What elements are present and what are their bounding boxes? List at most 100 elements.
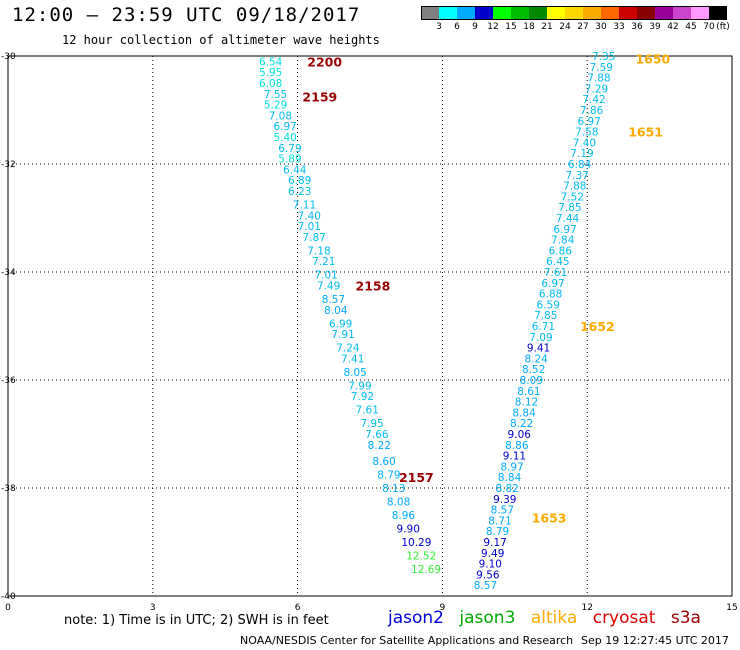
- wave-height-value: 7.21: [312, 256, 335, 268]
- pass-time-label: 1651: [628, 125, 663, 140]
- wave-height-value: 7.99: [348, 380, 371, 392]
- colorbar: [421, 6, 727, 20]
- wave-height-value: 8.52: [522, 364, 545, 376]
- wave-height-value: 7.52: [561, 191, 584, 203]
- legend-note: note: 1) Time is in UTC; 2) SWH is in fe…: [64, 613, 329, 628]
- wave-height-value: 8.82: [495, 483, 518, 495]
- y-tick-label: -32: [1, 160, 16, 170]
- satellite-legend: jason2 jason3 altika cryosat s3a: [388, 608, 711, 628]
- wave-height-value: 8.12: [515, 397, 538, 409]
- chart-title: 12:00 — 23:59 UTC 09/18/2017: [12, 4, 361, 26]
- wave-height-value: 6.45: [546, 256, 569, 268]
- wave-height-value: 7.09: [529, 332, 552, 344]
- colorbar-label: 27: [577, 22, 589, 32]
- colorbar-label: 45: [685, 22, 697, 32]
- wave-height-value: 7.42: [582, 94, 605, 106]
- colorbar-swatch: [511, 6, 529, 20]
- colorbar-swatch: [529, 6, 547, 20]
- sat-legend-s3a: s3a: [670, 608, 701, 628]
- wave-height-value: 9.49: [481, 548, 504, 560]
- colorbar-swatch: [457, 6, 475, 20]
- y-tick-label: -30: [1, 52, 16, 62]
- wave-height-value: 7.58: [575, 127, 598, 139]
- y-tick-label: -38: [1, 484, 16, 494]
- colorbar-label: 3: [436, 22, 442, 32]
- wave-height-value: 6.44: [283, 164, 307, 176]
- wave-height-value: 7.88: [563, 181, 586, 193]
- pass-time-label: 2159: [302, 90, 337, 105]
- wave-height-value: 8.24: [524, 353, 548, 365]
- plot-frame: [7, 55, 733, 597]
- wave-height-value: 6.59: [537, 299, 560, 311]
- wave-height-value: 7.37: [565, 170, 588, 182]
- colorbar-label: 70: [703, 22, 715, 32]
- chart-subtitle: 12 hour collection of altimeter wave hei…: [62, 33, 380, 47]
- wave-height-value: 9.56: [476, 569, 500, 581]
- wave-height-value: 6.71: [532, 321, 555, 333]
- colorbar-label: 6: [454, 22, 460, 32]
- wave-height-value: 7.86: [580, 105, 604, 117]
- x-tick-label: 3: [150, 603, 156, 610]
- colorbar-label: 12: [487, 22, 499, 32]
- pass-time-label: 1650: [635, 52, 670, 67]
- wave-height-value: 7.85: [534, 310, 557, 322]
- wave-height-value: 7.66: [365, 429, 389, 441]
- sat-legend-jason2: jason2: [388, 608, 444, 628]
- wave-height-value: 6.89: [288, 175, 311, 187]
- colorbar-swatch: [493, 6, 511, 20]
- plot-area: 0 3 6 9 12 15-30-32-34-36-38-406.545.956.087.…: [1, 51, 738, 610]
- wave-height-value: 6.79: [278, 143, 301, 155]
- wave-height-value: 8.57: [322, 294, 345, 306]
- wave-height-value: 7.01: [298, 221, 321, 233]
- wave-height-value: 8.57: [491, 505, 514, 517]
- colorbar-label: 21: [541, 22, 553, 32]
- wave-height-value: 7.29: [585, 83, 608, 95]
- wave-height-value: 6.86: [549, 245, 573, 257]
- wave-height-value: 7.40: [573, 137, 596, 149]
- wave-height-value: 9.39: [493, 494, 516, 506]
- colorbar-swatch: [655, 6, 673, 20]
- x-tick-label: 9: [440, 603, 446, 610]
- wave-height-value: 8.04: [324, 305, 348, 317]
- wave-height-value: 5.29: [264, 100, 287, 112]
- colorbar-label: 9: [472, 22, 478, 32]
- wave-height-value: 7.08: [269, 110, 292, 122]
- y-tick-label: -40: [1, 592, 16, 602]
- sat-legend-jason3: jason3: [459, 608, 516, 628]
- pass-time-label: 2157: [399, 470, 434, 485]
- x-tick-label: 15: [726, 603, 737, 610]
- colorbar-swatch: [439, 6, 457, 20]
- wave-height-value: 6.08: [259, 78, 282, 90]
- sat-legend-cryosat: cryosat: [592, 608, 656, 628]
- colorbar-label: 30: [595, 22, 607, 32]
- pass-time-label: 1652: [580, 319, 615, 334]
- wave-height-value: 8.86: [505, 440, 529, 452]
- wave-height-value: 9.10: [479, 559, 502, 571]
- wave-height-value: 6.97: [273, 121, 296, 133]
- colorbar-swatch: [547, 6, 565, 20]
- wave-height-value: 7.61: [356, 405, 379, 417]
- sat-legend-altika: altika: [530, 608, 578, 628]
- colorbar-swatch: [637, 6, 655, 20]
- wave-height-value: 9.41: [527, 343, 550, 355]
- wave-height-value: 9.90: [397, 524, 420, 536]
- footer-credit: NOAA/NESDIS Center for Satellite Applica…: [240, 634, 574, 647]
- wave-height-value: 5.40: [273, 132, 296, 144]
- wave-height-value: 7.59: [590, 62, 613, 74]
- wave-height-value: 9.17: [483, 537, 506, 549]
- wave-height-value: 7.19: [570, 148, 593, 160]
- footer-timestamp: Sep 19 12:27:45 UTC 2017: [581, 634, 729, 647]
- wave-height-value: 8.79: [486, 526, 509, 538]
- wave-height-value: 9.06: [508, 429, 532, 441]
- colorbar-unit: (ft): [716, 22, 730, 32]
- colorbar-swatch: [673, 6, 691, 20]
- wave-height-value: 7.87: [302, 232, 325, 244]
- wave-height-value: 7.95: [360, 418, 383, 430]
- wave-height-value: 7.88: [587, 73, 610, 85]
- colorbar-swatch: [421, 6, 439, 20]
- wave-height-value: 8.09: [520, 375, 543, 387]
- wave-height-value: 12.69: [411, 564, 441, 576]
- colorbar-label: 18: [523, 22, 535, 32]
- colorbar-swatch: [691, 6, 709, 20]
- colorbar-swatch: [709, 6, 727, 20]
